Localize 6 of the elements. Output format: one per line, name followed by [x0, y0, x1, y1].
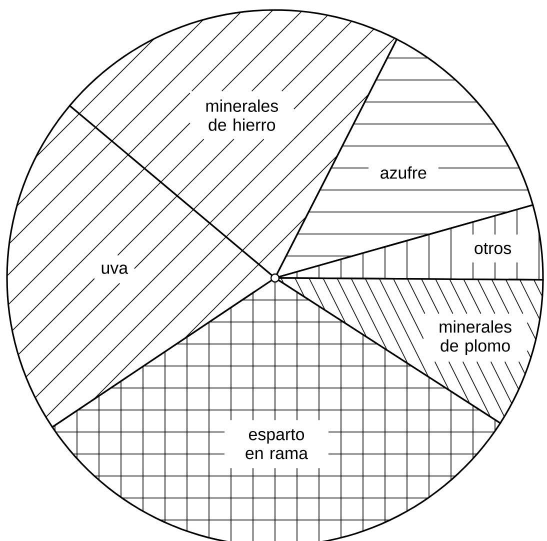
slice-label: minerales de plomo: [440, 320, 512, 356]
slice-label: otros: [474, 243, 512, 254]
slice-label: esparto en rama: [246, 429, 308, 460]
slice-label: azufre: [380, 166, 426, 179]
slice-label: uva: [102, 264, 128, 274]
slice-label: minerales de hierro: [206, 100, 278, 131]
